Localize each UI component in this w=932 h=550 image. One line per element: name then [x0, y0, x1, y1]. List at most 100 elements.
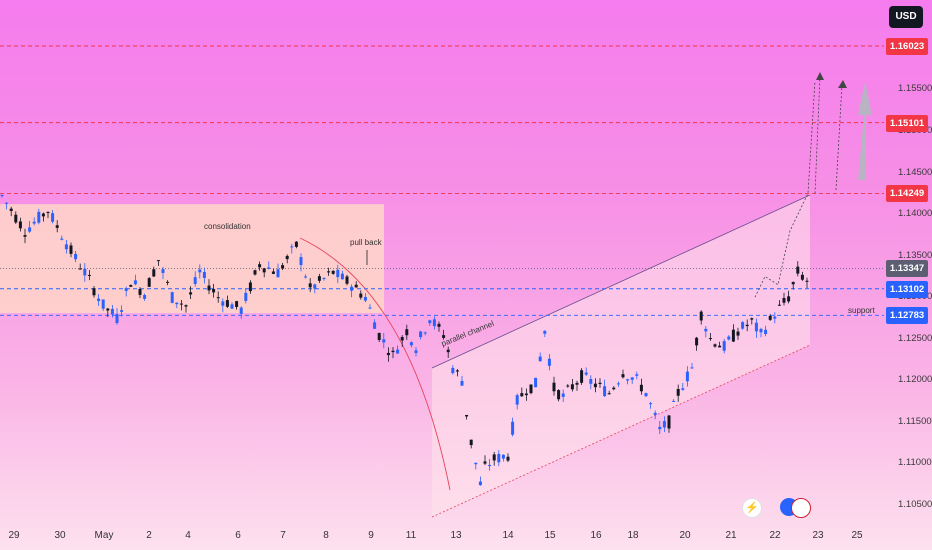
candle-body	[442, 335, 446, 338]
x-tick-label: 2	[146, 530, 152, 541]
channel-fill	[432, 195, 810, 517]
candle-body	[373, 322, 377, 329]
candle-body	[437, 323, 441, 327]
candle-body	[391, 350, 395, 353]
candle-body	[281, 265, 285, 269]
pull-back-label: pull back	[350, 238, 382, 247]
candle-body	[460, 380, 464, 386]
price-tag-4: 1.13102	[886, 280, 928, 298]
candle-body	[69, 245, 73, 254]
candle-body	[626, 379, 630, 381]
candle-body	[455, 370, 459, 372]
candle-body	[285, 255, 289, 260]
candle-body	[662, 421, 666, 428]
candle-body	[336, 269, 340, 278]
candle-body	[97, 298, 101, 302]
candle-body	[451, 367, 455, 374]
candle-body	[501, 454, 505, 459]
candle-body	[465, 414, 469, 417]
x-tick-label: 6	[235, 530, 241, 541]
projection-arrow-line-2	[835, 83, 843, 191]
candle-body	[474, 462, 478, 465]
candle-body	[294, 241, 298, 247]
candle-body	[235, 301, 239, 308]
candle-body	[396, 349, 400, 354]
candle-body	[506, 456, 510, 461]
lightning-icon[interactable]: ⚡	[742, 498, 762, 518]
candle-body	[791, 282, 795, 285]
candle-body	[216, 297, 220, 299]
candle-body	[639, 384, 643, 392]
candle-body	[0, 195, 4, 197]
candle-body	[304, 276, 308, 278]
candle-body	[469, 439, 473, 446]
candle-body	[23, 235, 27, 237]
candle-body	[492, 454, 496, 461]
candle-body	[184, 305, 188, 307]
candle-body	[354, 284, 358, 288]
price-tag-0: 1.16023	[886, 38, 928, 55]
candle-body	[60, 238, 64, 240]
candle-body	[658, 426, 662, 430]
candle-body	[143, 294, 147, 299]
projection-arrowhead	[816, 72, 824, 80]
candle-body	[189, 292, 193, 295]
x-tick-label: 29	[8, 530, 20, 541]
candle-body	[55, 225, 59, 228]
x-tick-label: 16	[590, 530, 602, 541]
candle-body	[405, 329, 409, 336]
candle-body	[796, 266, 800, 274]
candle-body	[547, 358, 551, 366]
candle-body	[350, 286, 354, 291]
candle-body	[782, 298, 786, 303]
candle-body	[566, 385, 570, 387]
candle-body	[727, 336, 731, 340]
candle-body	[92, 288, 96, 296]
candle-body	[534, 377, 538, 388]
y-tick-label: 1.13500	[898, 249, 932, 261]
x-tick-label: 15	[544, 530, 556, 541]
candle-body	[166, 281, 170, 283]
x-tick-label: 13	[450, 530, 462, 541]
candle-body	[524, 393, 528, 396]
candle-body	[543, 330, 547, 334]
candle-body	[800, 274, 804, 280]
candle-body	[759, 328, 763, 333]
candle-body	[37, 211, 41, 223]
candle-body	[317, 276, 321, 281]
candle-body	[580, 370, 584, 383]
candle-body	[552, 382, 556, 392]
candle-body	[64, 244, 68, 250]
us-flag-icon[interactable]	[791, 498, 811, 518]
candle-body	[28, 227, 32, 232]
candle-body	[478, 481, 482, 486]
candle-body	[644, 393, 648, 397]
candle-body	[731, 329, 735, 342]
x-tick-label: 30	[54, 530, 66, 541]
candle-body	[345, 276, 349, 284]
candle-body	[239, 307, 243, 314]
candle-body	[497, 453, 501, 463]
candle-body	[713, 344, 717, 347]
candle-body	[653, 412, 657, 415]
currency-button[interactable]: USD	[889, 6, 923, 28]
candle-body	[377, 333, 381, 340]
candle-body	[773, 316, 777, 319]
candle-body	[423, 332, 427, 334]
candle-body	[557, 390, 561, 400]
channel-lower-line	[431, 344, 811, 518]
candle-body	[787, 296, 791, 302]
price-tag-1: 1.15101	[886, 114, 928, 132]
y-tick-label: 1.14500	[898, 166, 932, 178]
candle-body	[276, 269, 280, 278]
candle-body	[598, 382, 602, 384]
candle-body	[18, 221, 22, 229]
candle-body	[308, 283, 312, 288]
candle-body	[699, 311, 703, 321]
candle-body	[419, 331, 423, 338]
x-tick-label: 8	[323, 530, 329, 541]
candle-body	[14, 214, 18, 223]
candle-body	[331, 270, 335, 274]
consolidation-box	[0, 204, 384, 314]
